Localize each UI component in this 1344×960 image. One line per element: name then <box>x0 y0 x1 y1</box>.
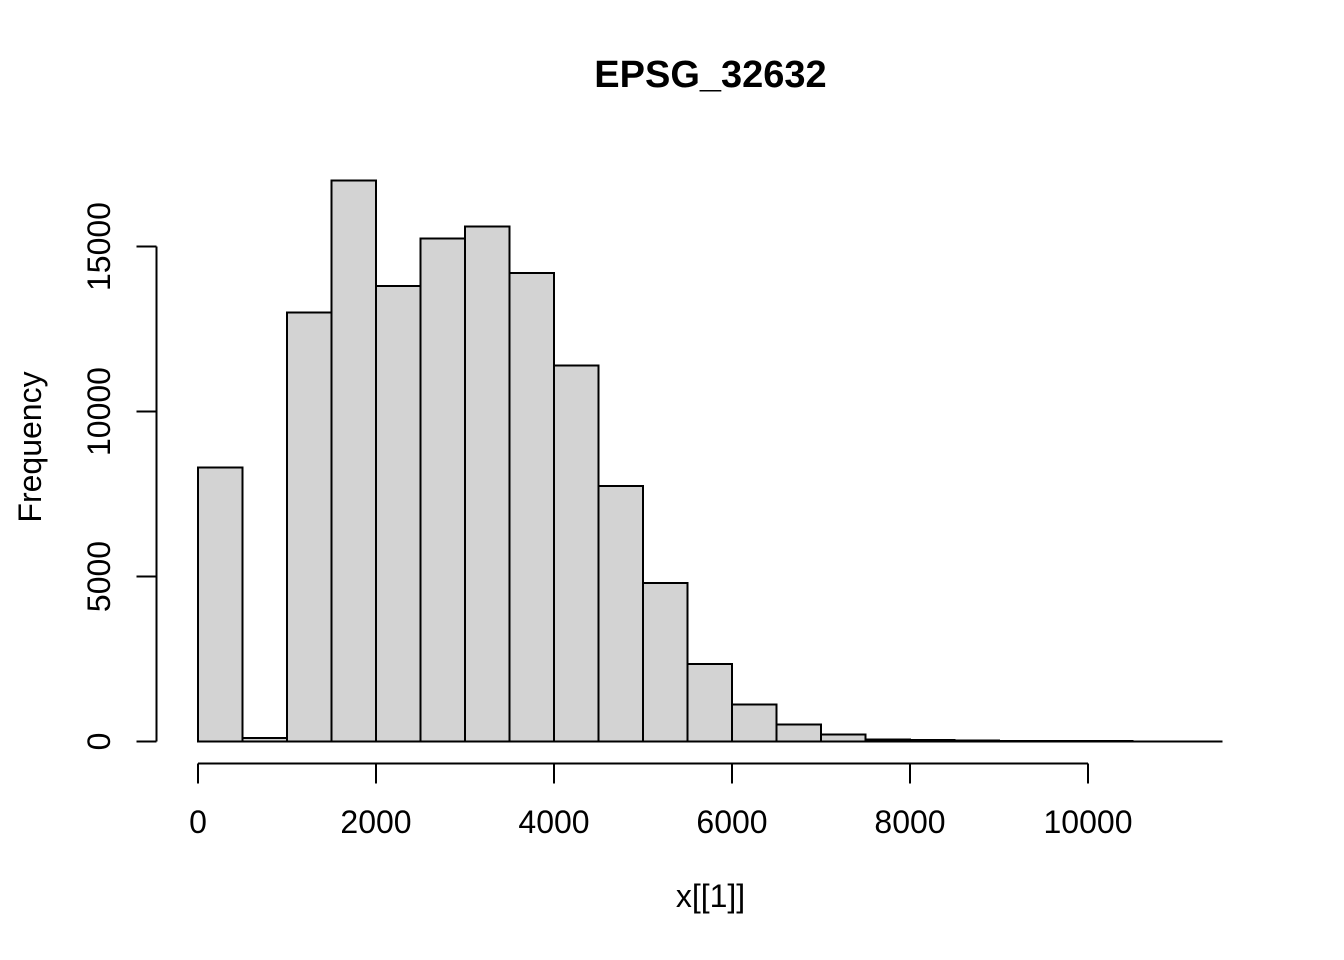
histogram-bar <box>864 738 911 743</box>
x-tick-label: 8000 <box>874 804 945 840</box>
x-tick-label: 10000 <box>1044 804 1133 840</box>
histogram-bar <box>642 582 689 743</box>
y-tick-label: 10000 <box>81 367 117 456</box>
histogram-bar <box>686 663 733 743</box>
histogram-bar <box>330 179 377 743</box>
x-tick-label: 0 <box>189 804 207 840</box>
histogram-bar <box>197 466 244 743</box>
histogram-bar <box>419 237 466 743</box>
histogram-bar <box>731 703 778 743</box>
histogram-bar <box>464 225 511 743</box>
histogram-bar <box>1042 740 1089 743</box>
y-tick-label: 15000 <box>81 202 117 291</box>
histogram-bar <box>998 739 1045 743</box>
histogram-bar <box>375 285 422 743</box>
x-tick-label: 6000 <box>696 804 767 840</box>
x-tick-label: 2000 <box>340 804 411 840</box>
histogram-bar <box>286 311 333 743</box>
chart-title: EPSG_32632 <box>594 54 827 96</box>
x-tick-label: 4000 <box>518 804 589 840</box>
histogram-bar <box>909 739 956 743</box>
y-tick-label: 0 <box>81 733 117 751</box>
y-tick-label: 5000 <box>81 541 117 612</box>
histogram-bar <box>775 723 822 743</box>
y-axis <box>136 245 158 743</box>
histogram-bar <box>241 737 288 743</box>
histogram-bar <box>820 733 867 743</box>
histogram-bar <box>508 271 555 743</box>
x-axis-label: x[[1]] <box>675 878 746 914</box>
histogram-bar <box>553 364 600 743</box>
histogram-bar <box>953 739 1000 743</box>
histogram-bar <box>597 484 644 743</box>
x-axis <box>197 762 1089 784</box>
